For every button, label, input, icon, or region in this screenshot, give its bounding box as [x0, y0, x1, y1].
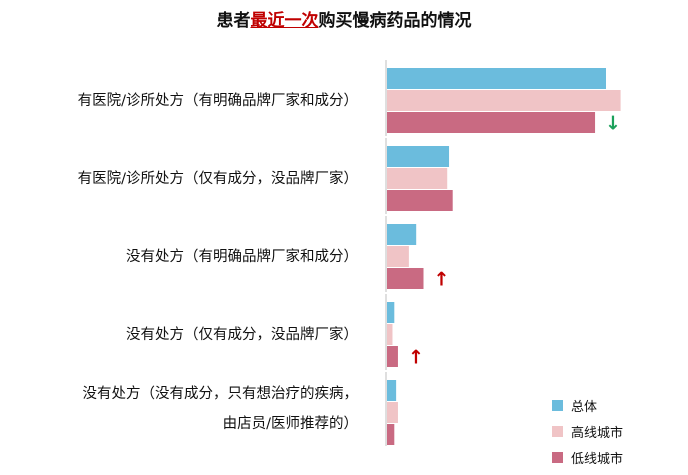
bar-overall-1 [387, 146, 450, 167]
title-highlight: 最近一次 [250, 11, 319, 31]
category-label-line: 有医院/诊所处方（仅有成分，没品牌厂家） [77, 170, 358, 187]
category-label-line: 由店员/医师推荐的） [222, 415, 358, 432]
bar-overall-2 [387, 224, 417, 245]
bar-overall-0 [387, 68, 606, 89]
category-label-2: 没有处方（有明确品牌厂家和成分） [126, 243, 358, 271]
legend-swatch-low-tier [552, 451, 563, 463]
bar-high-tier-4 [387, 402, 398, 423]
category-label-line: 没有处方（有明确品牌厂家和成分） [126, 248, 358, 265]
legend-swatch-overall [552, 399, 563, 411]
category-label-3: 没有处方（仅有成分，没品牌厂家） [126, 321, 358, 349]
bar-high-tier-1 [387, 168, 448, 189]
category-label-line: 没有处方（仅有成分，没品牌厂家） [126, 326, 358, 343]
legend-label-overall: 总体 [571, 399, 598, 415]
bar-low-tier-1 [387, 190, 453, 211]
bar-high-tier-0 [387, 90, 621, 111]
up-arrow-icon: ↑ [408, 347, 424, 369]
legend: 总体 高线城市 低线城市 [552, 392, 623, 470]
chart-title: 患者最近一次购买慢病药品的情况 [0, 6, 688, 31]
bar-low-tier-3 [387, 346, 398, 367]
up-arrow-icon: ↑ [434, 269, 450, 291]
bar-high-tier-2 [387, 246, 409, 267]
title-suffix: 购买慢病药品的情况 [318, 11, 472, 31]
legend-item-high-tier: 高线城市 [552, 418, 623, 444]
legend-item-low-tier: 低线城市 [552, 444, 623, 470]
category-label-1: 有医院/诊所处方（仅有成分，没品牌厂家） [78, 165, 358, 193]
bar-overall-3 [387, 302, 395, 323]
down-arrow-icon: ↓ [605, 113, 621, 135]
bar-high-tier-3 [387, 324, 393, 345]
bar-overall-4 [387, 380, 397, 401]
category-label-line: 没有处方（没有成分，只有想治疗的疾病， [82, 385, 359, 402]
category-label-0: 有医院/诊所处方（有明确品牌厂家和成分） [78, 87, 358, 115]
legend-label-high-tier: 高线城市 [571, 425, 624, 441]
bar-low-tier-2 [387, 268, 424, 289]
category-label-line: 有医院/诊所处方（有明确品牌厂家和成分） [77, 92, 358, 109]
title-prefix: 患者 [216, 11, 251, 31]
legend-swatch-high-tier [552, 425, 563, 437]
category-label-4: 没有处方（没有成分，只有想治疗的疾病， 由店员/医师推荐的） [83, 379, 359, 439]
bar-low-tier-0 [387, 112, 596, 133]
legend-item-overall: 总体 [552, 392, 623, 418]
bar-low-tier-4 [387, 424, 395, 445]
legend-label-low-tier: 低线城市 [571, 451, 624, 467]
